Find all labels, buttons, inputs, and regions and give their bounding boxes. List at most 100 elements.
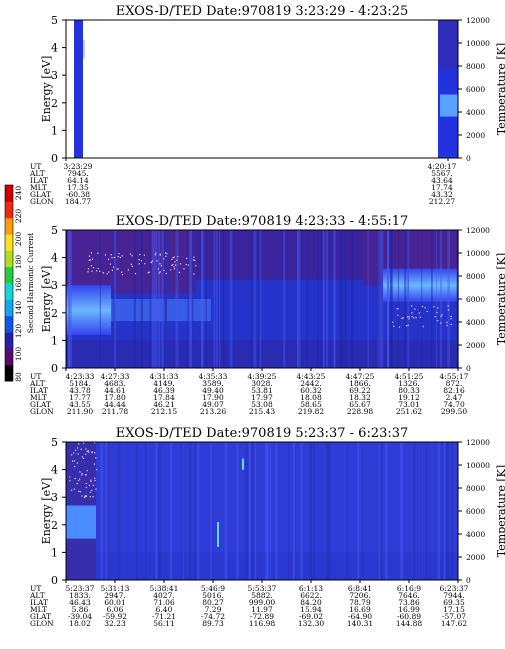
speckle: [179, 263, 182, 265]
streak: [236, 442, 239, 580]
table-cell: 89.73: [202, 619, 224, 628]
table-cell: 4149.: [153, 379, 174, 388]
colorbar-swatch: [5, 315, 13, 333]
speckle: [81, 495, 83, 497]
table-cell: 144.88: [396, 619, 422, 628]
speckle: [82, 457, 85, 459]
table-cell: 43.55: [69, 400, 91, 409]
streak: [205, 230, 207, 368]
table-cell: 17.35: [67, 183, 89, 192]
streak: [316, 230, 319, 368]
streak: [421, 230, 423, 368]
y2-tick-label: 6000: [466, 507, 485, 516]
speckle: [111, 257, 113, 259]
table-cell: 69.35: [443, 598, 465, 607]
table-cell: 4:35:33: [199, 372, 228, 381]
y2-tick-label: 12000: [466, 16, 490, 25]
streak: [259, 230, 262, 368]
table-cell: 4:27:33: [101, 372, 130, 381]
y2-axis-label: Temperature [K]: [495, 465, 505, 557]
speckle: [116, 268, 118, 270]
streak: [117, 442, 121, 580]
row-label: MLT: [30, 393, 47, 402]
table-cell: 44.61: [104, 386, 125, 395]
row-label: ILAT: [30, 386, 48, 395]
table-cell: 219.82: [298, 407, 324, 416]
speckle: [163, 269, 165, 271]
colorbar-swatch: [5, 201, 13, 219]
table-cell: 7646.: [398, 591, 419, 600]
table-cell: 56.11: [153, 619, 174, 628]
colorbar-swatch: [5, 266, 13, 284]
y2-tick-label: 12000: [466, 226, 490, 235]
speckle: [450, 323, 452, 326]
speckle: [96, 270, 98, 272]
left-band: [66, 285, 111, 335]
table-cell: 65.67: [349, 400, 371, 409]
table-cell: 4683.: [104, 379, 125, 388]
speckle: [134, 272, 137, 275]
streak: [293, 442, 295, 580]
speckle: [79, 491, 81, 493]
bright-spike: [242, 458, 244, 470]
streak: [149, 230, 152, 368]
streak: [245, 442, 249, 580]
panel-2: EXOS-D/TED Date:970819 4:23:33 - 4:55:17…: [29, 214, 505, 416]
speckle: [170, 269, 172, 271]
table-cell: 46.43: [69, 598, 91, 607]
streak: [407, 230, 410, 368]
speckle: [77, 453, 79, 455]
streak: [387, 230, 389, 368]
speckle: [413, 317, 415, 319]
streak: [387, 230, 390, 368]
streak: [189, 442, 192, 580]
streak: [188, 230, 192, 368]
row-label: ALT: [29, 169, 45, 178]
row-label: ALT: [29, 379, 45, 388]
speckle: [73, 460, 76, 462]
streak: [253, 230, 257, 368]
speckle: [173, 268, 176, 270]
colorbar-swatch: [5, 185, 13, 202]
table-cell: 78.79: [349, 598, 371, 607]
table-cell: 6:8:41: [348, 584, 372, 593]
y-tick-label: 2: [51, 97, 58, 110]
y2-tick-label: 12000: [466, 438, 490, 447]
speckle: [447, 305, 449, 307]
speckle: [447, 309, 450, 311]
streak: [447, 442, 450, 580]
chart-title: EXOS-D/TED Date:970819 5:23:37 - 6:23:37: [116, 426, 409, 441]
speckle: [111, 269, 114, 272]
table-cell: 5567.: [431, 169, 452, 178]
speckle: [397, 308, 399, 310]
speckle: [90, 479, 92, 481]
streak: [157, 442, 161, 580]
speckle: [75, 449, 77, 451]
speckle: [402, 317, 404, 319]
speckle: [71, 460, 74, 462]
streak: [377, 230, 380, 368]
streak: [300, 442, 303, 580]
table-cell: 46.39: [153, 386, 175, 395]
ephemeris-table: UTALTILATMLTGLATGLON3:23:297945.64.1417.…: [29, 162, 457, 206]
speckle: [97, 267, 99, 270]
streak: [135, 442, 138, 580]
speckle: [183, 268, 185, 270]
streak: [257, 230, 261, 368]
speckle: [106, 273, 108, 275]
streak: [229, 230, 233, 368]
streak: [248, 442, 251, 580]
speckle: [401, 317, 403, 320]
speckle: [155, 252, 157, 254]
speckle: [121, 271, 123, 273]
streak: [175, 230, 179, 368]
row-label: GLON: [30, 407, 54, 416]
streak: [267, 442, 269, 580]
speckle: [173, 266, 175, 268]
table-cell: 53.08: [251, 400, 273, 409]
streak: [213, 230, 216, 368]
speckle: [88, 259, 90, 261]
table-cell: 4:43:25: [297, 372, 326, 381]
table-cell: 299.50: [441, 407, 467, 416]
speckle: [90, 265, 92, 267]
